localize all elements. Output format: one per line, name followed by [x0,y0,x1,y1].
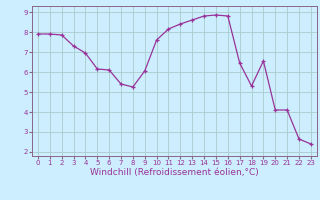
X-axis label: Windchill (Refroidissement éolien,°C): Windchill (Refroidissement éolien,°C) [90,168,259,177]
